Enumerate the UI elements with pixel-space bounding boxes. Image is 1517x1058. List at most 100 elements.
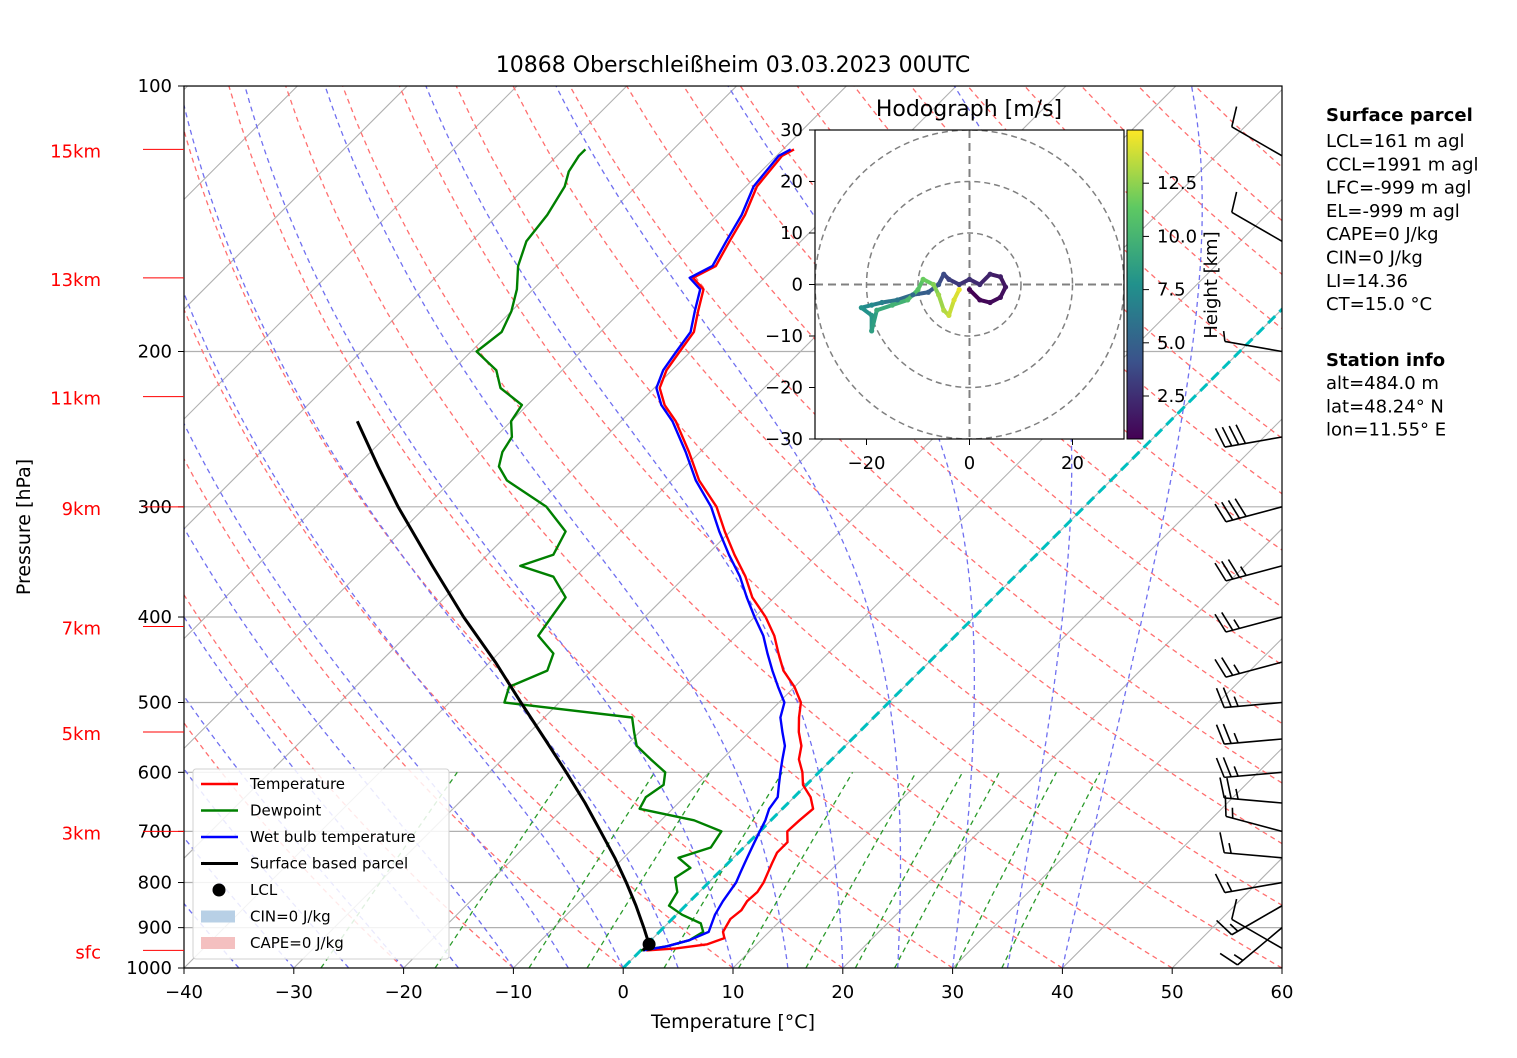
hodograph-point — [931, 282, 936, 287]
hodograph-x-tick-label: 0 — [964, 453, 975, 474]
barb-staff — [1225, 437, 1282, 447]
barb-half-flag — [1234, 766, 1238, 776]
hodograph-point — [936, 292, 941, 297]
barb-half-flag — [1234, 620, 1239, 629]
wind-barb — [1215, 874, 1282, 893]
lcl-marker — [643, 938, 656, 951]
x-tick-label: 40 — [1051, 982, 1074, 1003]
barb-flag — [1217, 758, 1225, 777]
hodograph-point — [890, 303, 895, 308]
hodograph-point — [921, 277, 926, 282]
legend-label: Dewpoint — [250, 802, 321, 820]
hodograph-point — [1003, 284, 1008, 289]
colorbar-ticks: 2.55.07.510.012.5 — [1143, 173, 1197, 407]
surface-parcel-line: CAPE=0 J/kg — [1326, 224, 1439, 245]
hodograph-point — [926, 290, 931, 295]
wind-barb — [1215, 658, 1282, 678]
legend-label: CIN=0 J/kg — [250, 908, 331, 926]
hodograph-point — [946, 313, 951, 318]
station-info-line: lon=11.55° E — [1326, 420, 1446, 441]
barb-flag — [1232, 899, 1237, 919]
colorbar-tick-label: 7.5 — [1157, 280, 1186, 301]
chart-title: 10868 Oberschleißheim 03.03.2023 00UTC — [496, 53, 971, 78]
barb-half-flag — [1234, 665, 1239, 674]
hodograph-point — [977, 297, 982, 302]
barb-half-flag — [1229, 843, 1231, 853]
station-info-line: alt=484.0 m — [1326, 373, 1439, 394]
barb-half-flag — [1234, 733, 1238, 743]
x-tick-label: −10 — [494, 982, 532, 1003]
wind-barb — [1217, 906, 1282, 935]
surface-parcel-line: LCL=161 m agl — [1326, 131, 1465, 152]
legend-swatch-patch — [201, 911, 235, 923]
barb-staff — [1225, 883, 1282, 893]
wind-barb — [1217, 757, 1282, 777]
x-tick-label: 0 — [617, 982, 628, 1003]
barb-flag — [1227, 778, 1231, 798]
moist-adiabat — [426, 86, 843, 968]
hodograph-point — [967, 287, 972, 292]
station-info-line: lat=48.24° N — [1326, 396, 1444, 417]
barb-staff — [1226, 662, 1282, 677]
hodograph-colorbar — [1127, 130, 1143, 439]
barb-staff — [1232, 212, 1282, 241]
hodograph-point — [988, 300, 993, 305]
mixing-ratio-line — [955, 772, 1056, 968]
barb-half-flag — [1227, 882, 1232, 891]
x-axis-label: Temperature [°C] — [650, 1011, 815, 1033]
wind-barb — [1220, 832, 1282, 858]
surface-parcel-title: Surface parcel — [1326, 105, 1473, 126]
barb-flag — [1223, 757, 1231, 776]
hodograph-point — [869, 313, 874, 318]
wind-barb — [1232, 899, 1282, 948]
barb-flag — [1220, 832, 1224, 852]
barb-flag — [1220, 777, 1224, 797]
x-tick-label: 60 — [1271, 982, 1294, 1003]
y-tick-label: 500 — [138, 692, 172, 713]
y-tick-label: 1000 — [126, 958, 172, 979]
barb-half-flag — [1234, 697, 1238, 707]
barb-staff — [1238, 928, 1282, 965]
barb-half-flag — [1234, 955, 1243, 961]
y-tick-label: 600 — [138, 762, 172, 783]
height-label: 11km — [50, 389, 101, 410]
hodograph-point — [869, 328, 874, 333]
x-tick-label: 30 — [941, 982, 964, 1003]
y-tick-label: 400 — [138, 607, 172, 628]
surface-parcel-line: EL=-999 m agl — [1326, 201, 1460, 222]
wind-barb — [1215, 425, 1282, 447]
barb-flag — [1232, 192, 1237, 212]
colorbar-tick-label: 2.5 — [1157, 386, 1186, 407]
hodograph-point — [915, 287, 920, 292]
hodograph-point — [859, 305, 864, 310]
hodograph-point — [967, 277, 972, 282]
barb-staff — [1224, 702, 1282, 707]
series-temperature — [646, 149, 813, 950]
station-info-title: Station info — [1326, 350, 1445, 371]
barb-staff — [1232, 906, 1282, 935]
legend-label: Temperature — [249, 775, 345, 793]
barb-staff — [1224, 739, 1282, 744]
height-label: 13km — [50, 270, 101, 291]
hodograph-x-tick-label: −20 — [848, 453, 886, 474]
wind-barb — [1215, 499, 1282, 522]
x-tick-label: 10 — [722, 982, 745, 1003]
surface-parcel-line: CT=15.0 °C — [1326, 294, 1432, 315]
hodograph-point — [998, 274, 1003, 279]
hodograph-point — [905, 297, 910, 302]
y-tick-label: 200 — [138, 342, 172, 363]
mixing-ratio-line — [895, 772, 1000, 968]
wind-barb — [1217, 724, 1282, 744]
height-label: 7km — [62, 618, 101, 639]
barb-staff — [1224, 853, 1282, 858]
hodograph-point — [957, 282, 962, 287]
hodograph-point — [936, 282, 941, 287]
legend-label: Wet bulb temperature — [250, 828, 416, 846]
height-label: 9km — [62, 499, 101, 520]
hodograph-y-tick-label: −30 — [765, 429, 803, 450]
wind-barb — [1224, 331, 1282, 351]
